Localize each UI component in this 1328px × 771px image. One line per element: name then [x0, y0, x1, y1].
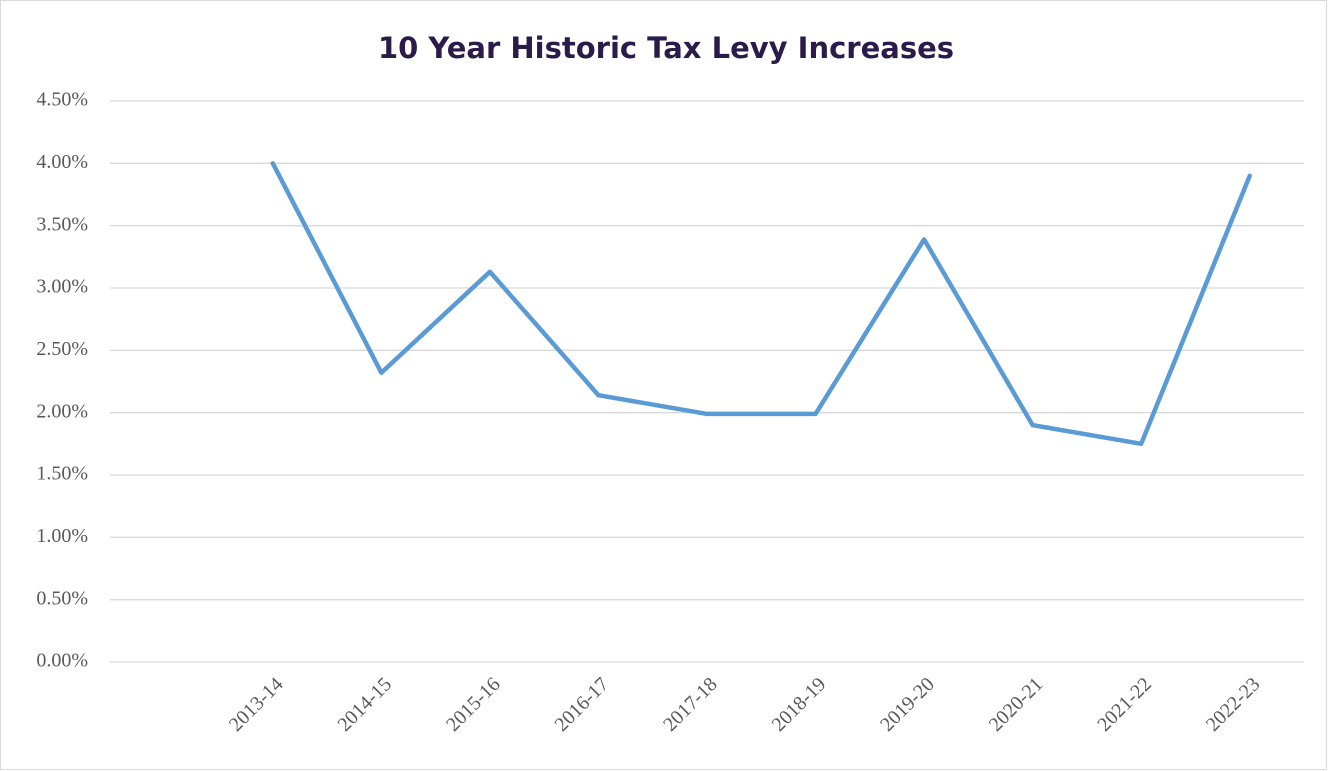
y-tick-label: 4.00%	[36, 151, 88, 173]
y-tick-label: 0.50%	[36, 587, 88, 609]
chart-title: 10 Year Historic Tax Levy Increases	[378, 31, 954, 65]
y-tick-label: 3.50%	[36, 213, 88, 235]
data-line	[270, 161, 1252, 447]
y-tick-label: 4.50%	[36, 89, 88, 111]
y-tick-label: 1.50%	[36, 463, 88, 485]
y-tick-label: 2.00%	[36, 400, 88, 422]
y-tick-label: 3.00%	[36, 276, 88, 298]
y-tick-label: 1.00%	[36, 525, 88, 547]
y-tick-label: 2.50%	[36, 338, 88, 360]
y-tick-label: 0.00%	[36, 650, 88, 672]
